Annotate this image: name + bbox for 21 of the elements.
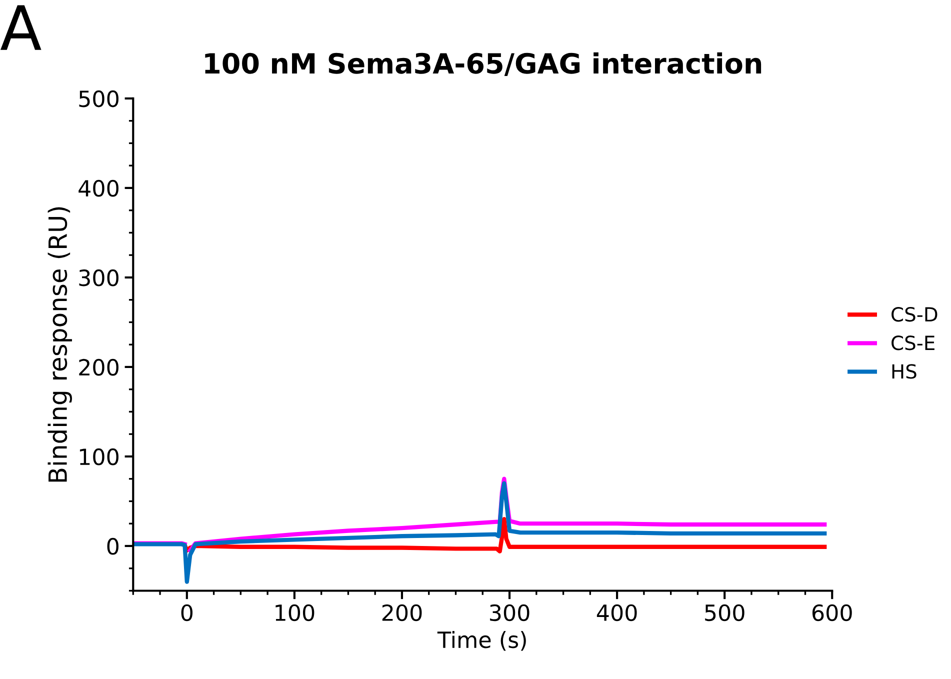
x-axis-title: Time (s) (437, 630, 526, 651)
x-tick-label: 0 (181, 604, 192, 622)
y-tick-label: 200 (79, 358, 118, 376)
x-tick-label: 500 (705, 604, 744, 622)
text: A (0, 5, 42, 50)
chart-title: 100 nM Sema3A-65/GAG interaction (205, 52, 762, 76)
x-tick-label: 600 (812, 604, 852, 622)
y-tick-label: 100 (80, 448, 118, 466)
x-tick-label: 300 (490, 604, 530, 622)
legend-label: HS (892, 364, 916, 379)
y-tick-label: 500 (79, 90, 118, 108)
legend-label: CS-D (892, 306, 938, 322)
y-axis-title: Binding response (RU) (48, 207, 72, 482)
y-tick-label: 0 (107, 538, 118, 555)
y-tick-label: 300 (79, 269, 118, 286)
legend-label: CS-E (892, 336, 934, 350)
x-tick-label: 400 (596, 604, 637, 622)
x-tick-label: 200 (382, 604, 422, 622)
line-series (133, 481, 827, 584)
x-tick-label: 100 (276, 604, 314, 622)
y-tick-label: 400 (78, 180, 118, 197)
